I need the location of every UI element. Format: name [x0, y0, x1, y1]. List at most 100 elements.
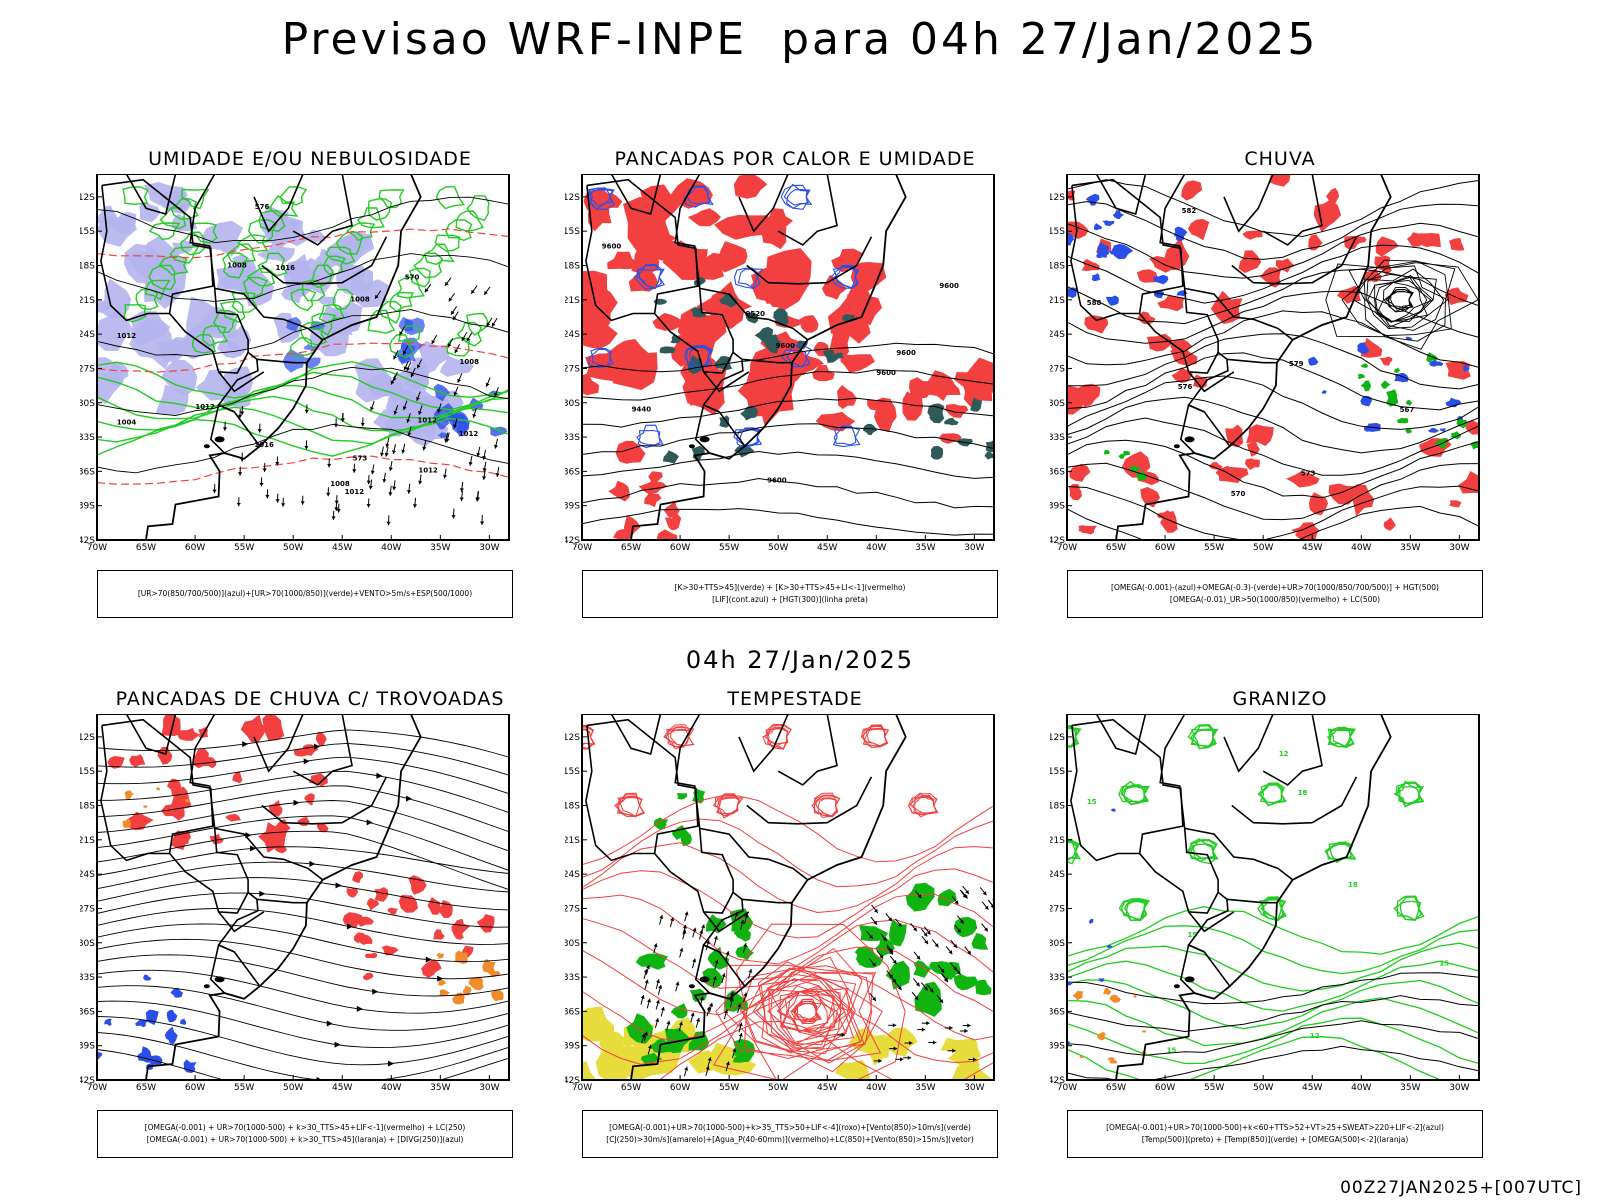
humidity-contour-green: [148, 264, 176, 291]
humidity-contour-green: [191, 334, 217, 354]
lc850-contour: [785, 990, 829, 1033]
wind-vector: [684, 911, 689, 916]
lowlevel-jet-green: [635, 953, 668, 970]
wind-vector: [422, 446, 427, 451]
lon-tick-label: 45W: [817, 543, 837, 553]
lowlevel-jet-green: [856, 951, 884, 968]
contour-label: 9600: [776, 342, 796, 350]
legend-line: [UR>70(850/700/500)](azul)+[UR>70(1000/8…: [137, 589, 473, 598]
lat-tick-label: 33S: [565, 433, 580, 443]
wind-vector: [879, 954, 884, 959]
rain-region-blue: [1067, 287, 1078, 299]
streamline: [376, 772, 383, 779]
rain-region-red: [1136, 269, 1158, 283]
lat-tick-label: 36S: [1050, 1007, 1065, 1017]
hail-region-blue: [1089, 918, 1094, 924]
wind-vector: [913, 927, 917, 932]
storm-region-red: [352, 871, 364, 884]
lat-tick-label: 12S: [1050, 193, 1065, 203]
lif-contour-blue: [590, 347, 612, 368]
precip-water-contour: [614, 793, 646, 818]
contour-label: 1012: [418, 467, 438, 475]
wind-vector: [482, 467, 487, 472]
storm-region-red: [161, 714, 181, 737]
boundaries: [582, 714, 907, 1080]
instability-region-red: [582, 372, 600, 396]
wind-vector: [451, 515, 456, 519]
lc850-contour: [655, 1020, 994, 1080]
plot-frame: [1066, 174, 1480, 541]
legend-box: [OMEGA(-0.001)-(azul)+OMEGA(-0.3)-(verde…: [1067, 570, 1483, 618]
jet-region-yellow: [582, 1061, 596, 1080]
instability-region-red: [821, 274, 847, 300]
wind-vector: [275, 462, 280, 466]
rain-region-blue: [1091, 273, 1101, 282]
lif-contour-blue: [636, 424, 664, 446]
instability-region-teal: [659, 346, 676, 354]
rain-region-red: [1121, 451, 1151, 478]
wind-vector: [841, 1032, 846, 1038]
lon-tick-label: 50W: [1253, 543, 1273, 553]
humidity-region-blue: [142, 257, 187, 300]
temp850-contour-green: [1121, 784, 1146, 806]
wind-vector: [459, 497, 464, 502]
panel-title: GRANIZO: [1232, 688, 1328, 710]
wind-vector: [738, 1022, 743, 1027]
instability-region-teal: [719, 415, 730, 428]
contour-label: 576: [1178, 383, 1193, 391]
border-line: [217, 371, 265, 393]
wind-vector: [984, 927, 988, 932]
border-line: [1262, 174, 1323, 246]
lat-tick-label: 39S: [80, 502, 95, 512]
streamline: [372, 988, 379, 995]
wind-vector: [412, 504, 418, 508]
instability-region-red: [644, 490, 662, 508]
hgt500-contour: [1067, 201, 1479, 260]
wind-vector: [730, 997, 735, 1002]
hgt500-contour: [1390, 289, 1413, 310]
wind-vector: [926, 1021, 930, 1026]
hgt500-contour: [1383, 287, 1413, 313]
wind-vector: [444, 281, 449, 286]
storm-region-red: [433, 929, 445, 940]
wind-vector: [679, 947, 684, 952]
wind-vector: [893, 1046, 898, 1051]
plot-frame: [96, 174, 510, 541]
lc850-contour: [796, 1002, 821, 1025]
lon-tick-label: 70W: [572, 1083, 592, 1093]
wind-vector: [640, 994, 645, 999]
rain-region-red: [1309, 492, 1329, 516]
divergence-region-blue: [104, 1018, 112, 1026]
lat-tick-label: 27S: [1050, 364, 1065, 374]
streamline: [242, 741, 249, 748]
wind-vector: [333, 423, 339, 428]
legend-box: [K>30+TTS>45](verde) + [K>30+TTS>45+LI<-…: [582, 570, 998, 618]
map-granizo: 15 15 15 15 18 18 12 12 12S 15S 18S 21S 24S 27S 30S 33S…: [1050, 714, 1480, 1093]
hgt500-contour: [1067, 417, 1479, 476]
wind-vector: [326, 492, 331, 497]
lif-contour-blue: [684, 345, 714, 370]
lif-contour-blue: [737, 268, 764, 289]
temp850-contour-green: [1190, 729, 1217, 748]
panel-title: CHUVA: [1244, 148, 1316, 170]
border-line: [100, 718, 214, 862]
humidity-contour-green: [222, 252, 249, 279]
lon-tick-label: 70W: [1057, 543, 1077, 553]
lc850-contour: [740, 947, 865, 1064]
temp850-contour-green: [1327, 728, 1353, 748]
wind-vector: [705, 1066, 710, 1071]
temp850-contour-green: [1067, 906, 1479, 957]
humidity-region-blue: [195, 369, 233, 401]
humidity-region-blue: [201, 220, 244, 257]
wind-vector: [949, 1025, 953, 1030]
wind-vector: [725, 1061, 730, 1066]
humidity-contour-green: [97, 417, 509, 457]
temp850-contour-green: [1393, 896, 1425, 921]
wind-vector: [494, 392, 498, 397]
wind-vector: [238, 472, 243, 476]
instability-region-red: [902, 391, 924, 421]
divergence-region-blue: [166, 1009, 178, 1023]
contour-label: 1016: [254, 441, 274, 449]
streamline: [326, 1020, 333, 1027]
map-layer: [582, 723, 994, 1080]
